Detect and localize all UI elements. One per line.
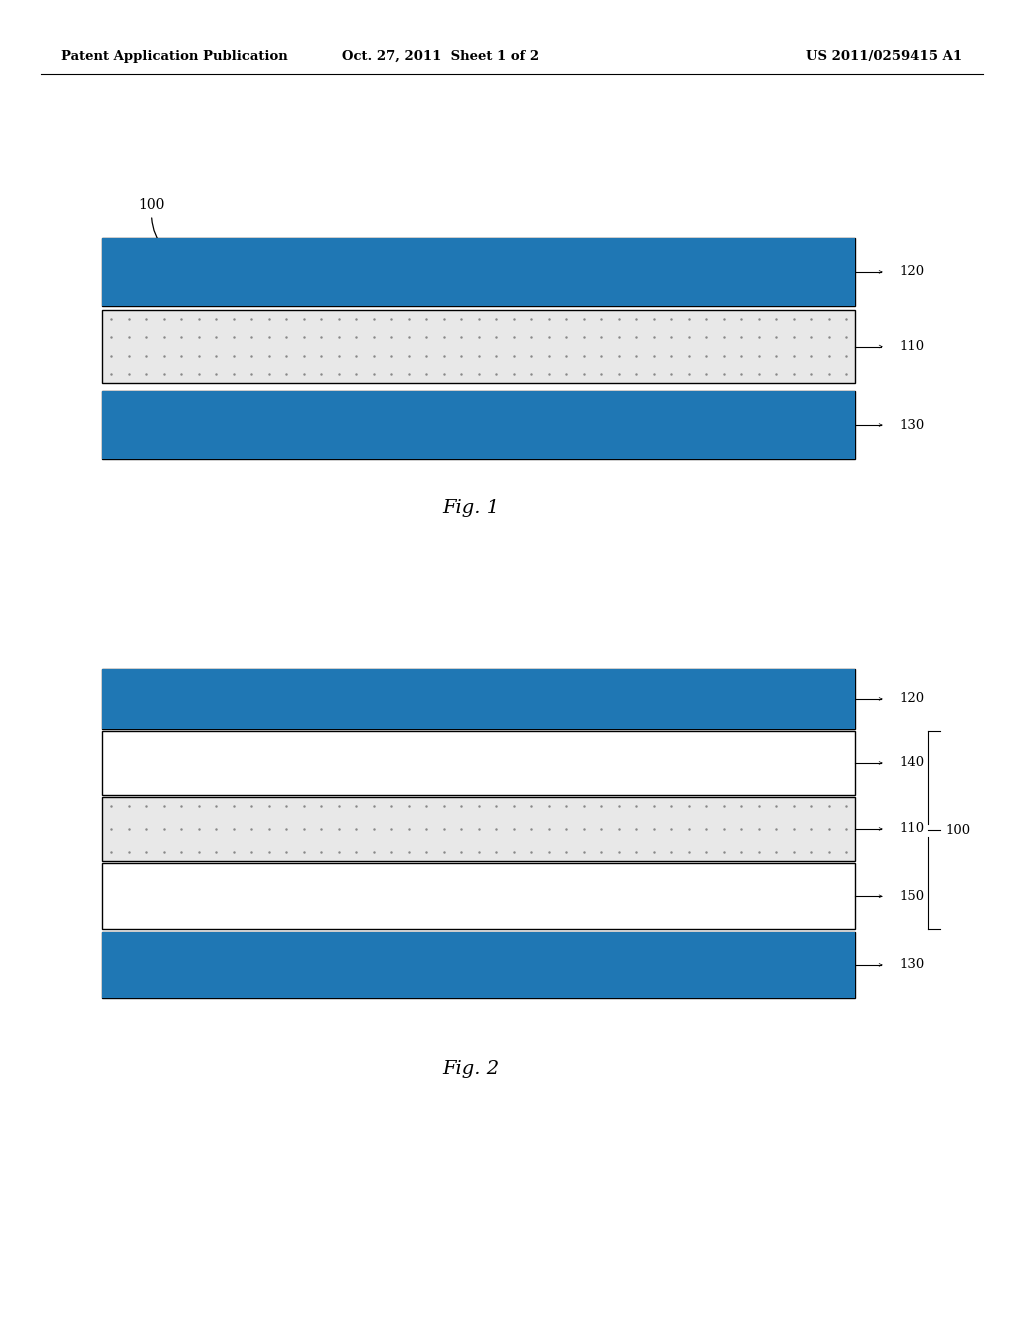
Text: 110: 110	[899, 341, 925, 352]
Text: Fig. 1: Fig. 1	[442, 499, 500, 517]
Text: Oct. 27, 2011  Sheet 1 of 2: Oct. 27, 2011 Sheet 1 of 2	[342, 50, 539, 63]
Bar	[102, 669, 855, 729]
Text: 130: 130	[899, 418, 925, 432]
Text: US 2011/0259415 A1: US 2011/0259415 A1	[807, 50, 963, 63]
Bar	[102, 669, 855, 729]
Text: Patent Application Publication: Patent Application Publication	[61, 50, 288, 63]
Text: 100: 100	[138, 198, 165, 211]
Bar	[102, 310, 855, 383]
Bar	[102, 731, 855, 795]
Bar	[102, 238, 855, 306]
Text: Fig. 2: Fig. 2	[442, 1060, 500, 1078]
Bar	[102, 391, 855, 459]
Bar	[102, 797, 855, 861]
Bar	[102, 310, 855, 383]
Bar	[102, 391, 855, 459]
Bar	[102, 238, 855, 306]
Bar	[102, 932, 855, 998]
Text: 100: 100	[945, 824, 971, 837]
Bar	[102, 797, 855, 861]
Bar	[102, 932, 855, 998]
Text: 130: 130	[899, 958, 925, 972]
Text: 150: 150	[899, 890, 925, 903]
Text: 140: 140	[899, 756, 925, 770]
Text: 120: 120	[899, 265, 925, 279]
Bar	[102, 863, 855, 929]
Text: 110: 110	[899, 822, 925, 836]
Text: 120: 120	[899, 693, 925, 705]
